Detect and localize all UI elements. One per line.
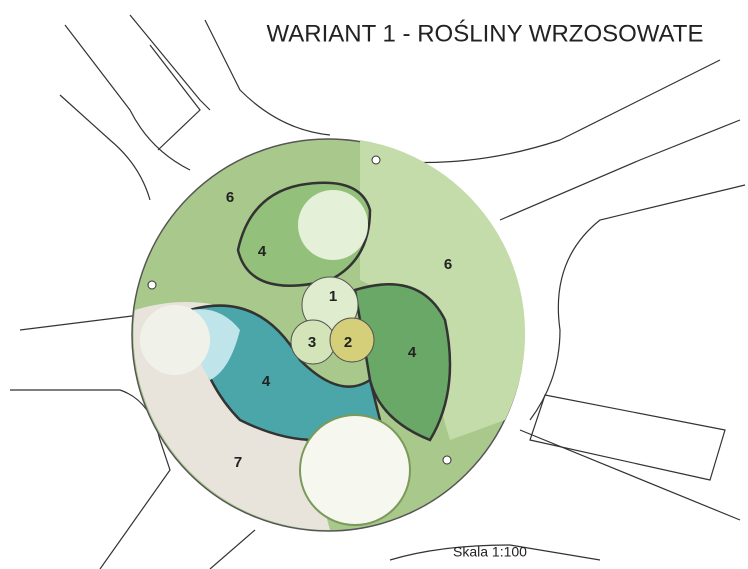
zone-label: 3 — [308, 334, 316, 351]
zone-label: 6 — [226, 189, 234, 206]
lamp — [148, 281, 156, 289]
tree-left — [140, 305, 210, 375]
roundabout — [132, 139, 525, 531]
lamp — [372, 156, 380, 164]
tree-top — [298, 190, 368, 260]
zone-label: 6 — [444, 256, 452, 273]
tree-bottom — [300, 415, 410, 525]
zone-label: 1 — [329, 288, 337, 305]
plan: WARIANT 1 - ROŚLINY WRZOSOWATE Skala 1:1… — [0, 0, 748, 569]
zone-label: 2 — [344, 334, 352, 351]
zone-label: 4 — [258, 243, 267, 260]
scale: Skala 1:100 — [453, 544, 527, 560]
title: WARIANT 1 - ROŚLINY WRZOSOWATE — [267, 19, 704, 47]
lamp — [443, 456, 451, 464]
zone-label: 4 — [408, 344, 417, 361]
zone-label: 7 — [234, 454, 242, 471]
zone-label: 4 — [262, 373, 271, 390]
